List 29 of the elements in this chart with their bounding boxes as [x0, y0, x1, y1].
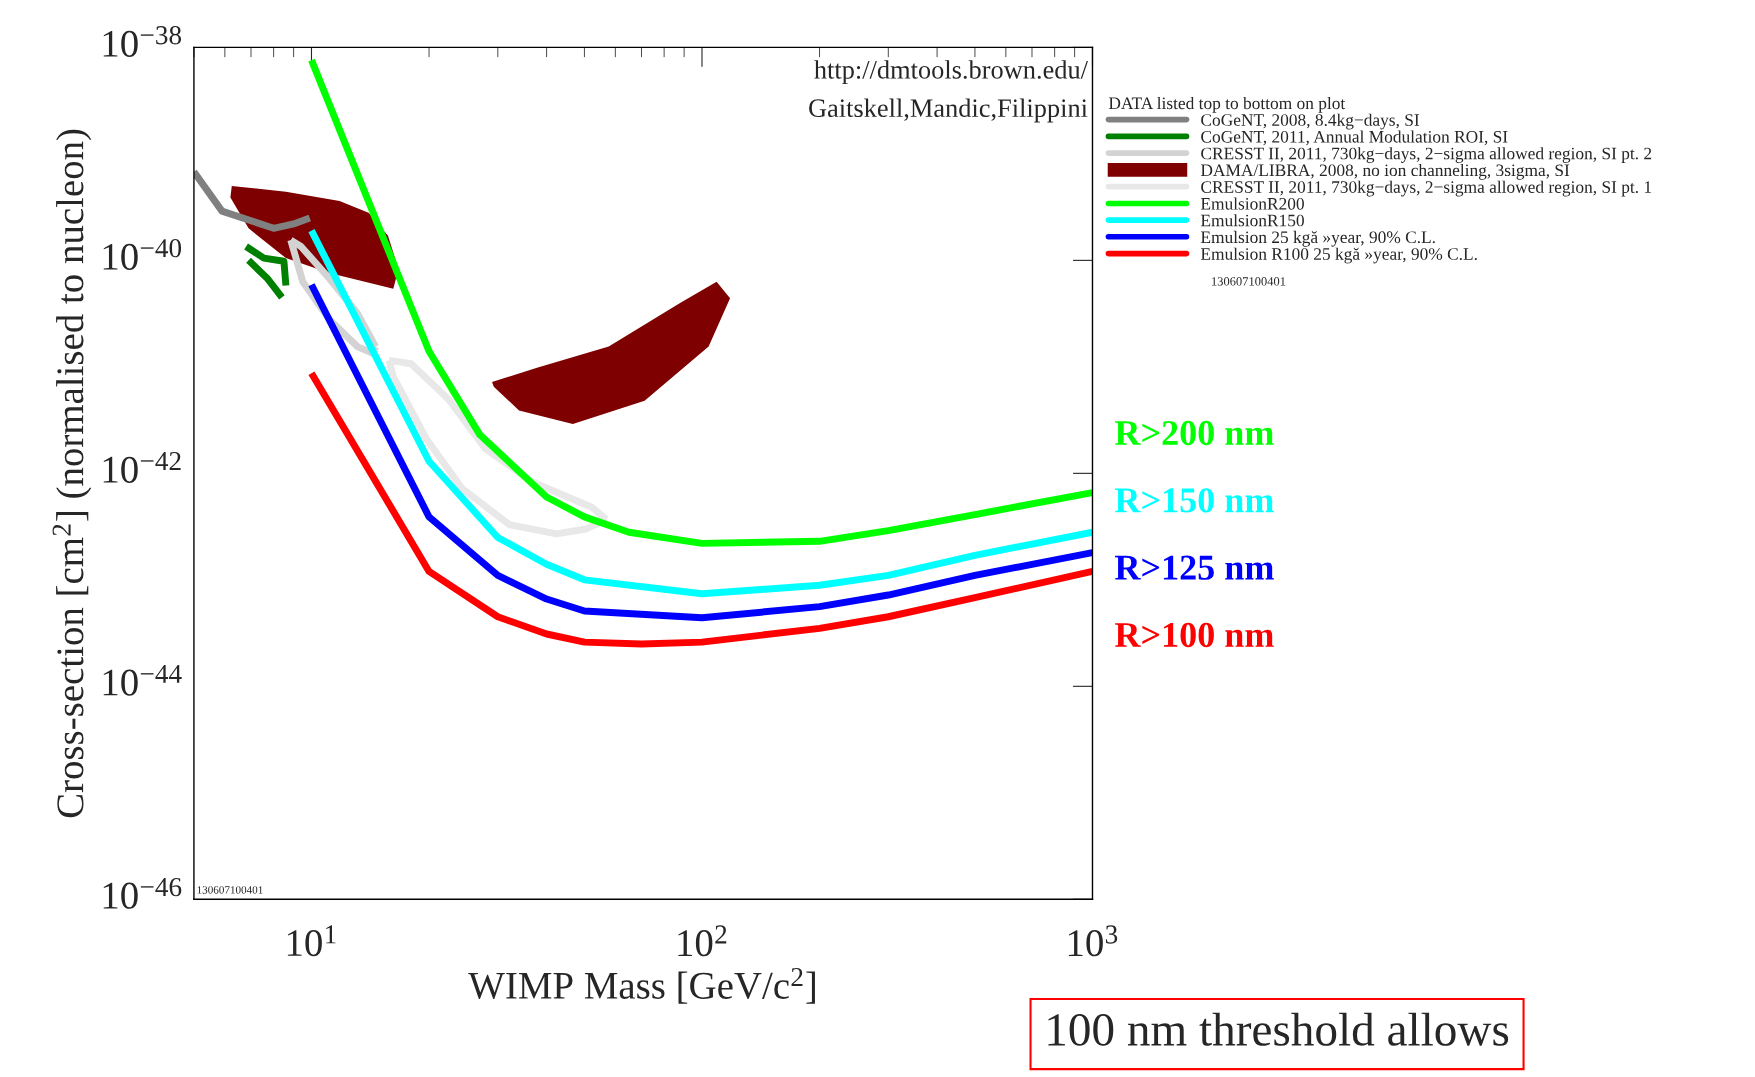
- text: 100 nm threshold allows: [1048, 1012, 1509, 1046]
- legend-label: CRESST II, 2011, 730kg−days, 2−sigma allowed region, SI pt. 1: [1201, 180, 1652, 197]
- y-tick-label: 10$^{−42}$: [103, 451, 181, 483]
- text: R>125 nm: [1115, 555, 1274, 580]
- annotation: http://dmtools.brown.edu/: [814, 60, 1088, 85]
- legend-label: Emulsion R100 25 kgă »year, 90% C.L.: [1200, 247, 1477, 264]
- legend-label: Emulsion 25 kgă »year, 90% C.L.: [1200, 230, 1435, 247]
- annotation: 130607100401: [197, 886, 263, 894]
- y-tick-label: 10$^{−38}$: [103, 26, 182, 57]
- x-tick-label: 10$^{3}$: [1068, 925, 1118, 957]
- legend-label: EmulsionR150: [1200, 214, 1304, 227]
- legend-label: DAMA/LIBRA, 2008, no ion channeling, 3sigma, SI: [1200, 163, 1570, 180]
- text: 130607100401: [1212, 277, 1286, 286]
- text: R>150 nm: [1115, 488, 1274, 513]
- y-tick-label: 10$^{−44}$: [103, 664, 182, 696]
- annotation: Gaitskell,Mandic,Filippini: [809, 98, 1088, 123]
- legend-title: DATA listed top to bottom on plot: [1108, 96, 1346, 113]
- y-tick-label: 10$^{−40}$: [103, 238, 182, 270]
- text: R>200 nm: [1115, 420, 1274, 446]
- text: R>100 nm: [1115, 622, 1274, 648]
- legend-label: CoGeNT, 2008, 8.4kg−days, SI: [1201, 113, 1420, 130]
- y-tick-label: 10$^{−46}$: [103, 877, 182, 909]
- x-axis-title: WIMP Mass [GeV/c$^{2}$]: [468, 967, 815, 1004]
- legend-label: CoGeNT, 2011, Annual Modulation ROI, SI: [1201, 130, 1508, 146]
- x-tick-label: 10$^{2}$: [678, 925, 727, 957]
- y-axis-title: Cross-section [cm$^{2}$] (normalised to nucleon): [52, 129, 92, 818]
- x-tick-label: 10$^{1}$: [287, 925, 336, 957]
- legend-label: EmulsionR200: [1200, 197, 1304, 210]
- legend-label: CRESST II, 2011, 730kg−days, 2−sigma allowed region, SI pt. 2: [1201, 147, 1652, 163]
